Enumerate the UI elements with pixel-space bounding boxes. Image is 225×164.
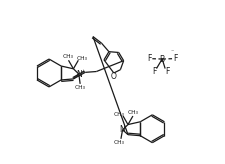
Text: F: F <box>146 54 151 63</box>
Text: CH₃: CH₃ <box>76 56 87 62</box>
Text: CH₃: CH₃ <box>113 112 124 117</box>
Text: CH₃: CH₃ <box>114 140 125 145</box>
Text: F: F <box>164 67 169 76</box>
Text: ⁻: ⁻ <box>169 50 173 55</box>
Text: +: + <box>80 69 84 74</box>
Text: CH₃: CH₃ <box>127 110 138 115</box>
Text: F: F <box>151 67 156 76</box>
Text: CH₃: CH₃ <box>74 85 85 90</box>
Text: F: F <box>172 54 176 63</box>
Text: N: N <box>119 125 125 134</box>
Text: CH₃: CH₃ <box>63 54 74 59</box>
Text: N: N <box>76 70 81 79</box>
Text: O: O <box>110 72 116 81</box>
Text: B: B <box>159 55 164 63</box>
